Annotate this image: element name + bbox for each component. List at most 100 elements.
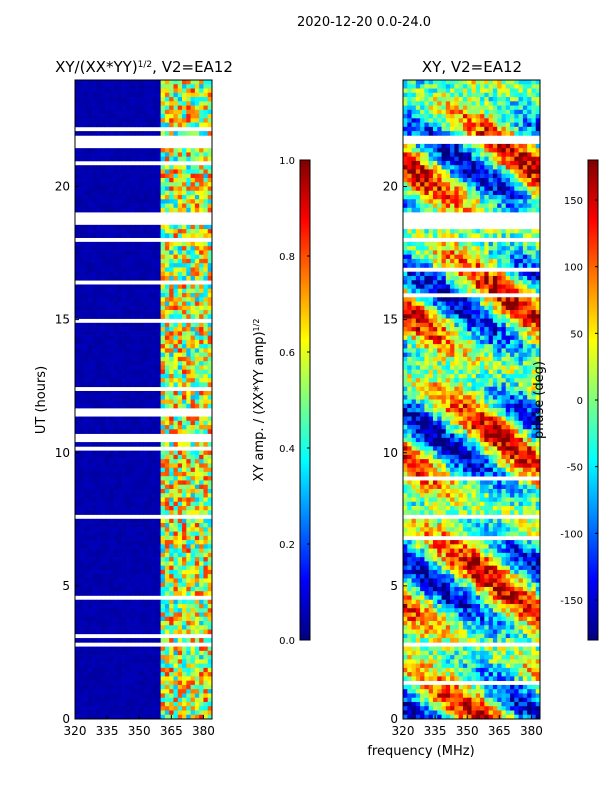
heatmap-cell xyxy=(156,480,161,486)
heatmap-cell xyxy=(182,535,187,541)
heatmap-cell xyxy=(501,169,507,175)
heatmap-cell xyxy=(403,92,408,98)
heatmap-cell xyxy=(156,454,161,460)
heatmap-cell xyxy=(152,416,157,422)
heatmap-cell xyxy=(96,373,102,379)
heatmap-cell xyxy=(194,148,200,153)
heatmap-cell xyxy=(203,680,209,686)
heatmap-cell xyxy=(484,122,489,128)
heatmap-cell xyxy=(117,369,123,375)
heatmap-cell xyxy=(173,263,179,268)
heatmap-cell xyxy=(139,540,144,545)
heatmap-cell xyxy=(139,390,144,396)
heatmap-cell xyxy=(514,80,519,85)
heatmap-cell xyxy=(160,625,166,630)
heatmap-cell xyxy=(122,288,127,294)
heatmap-cell xyxy=(420,165,425,170)
heatmap-cell xyxy=(87,241,93,247)
heatmap-cell xyxy=(199,540,204,545)
heatmap-cell xyxy=(203,646,209,652)
heatmap-cell xyxy=(79,416,84,422)
heatmap-cell xyxy=(535,80,541,85)
heatmap-cell xyxy=(190,569,196,575)
heatmap-cell xyxy=(186,267,191,273)
heatmap-cell xyxy=(194,616,200,622)
heatmap-cell xyxy=(92,659,97,664)
heatmap-cell xyxy=(122,297,127,302)
heatmap-cell xyxy=(143,399,149,405)
heatmap-cell xyxy=(169,293,174,298)
heatmap-cell xyxy=(147,603,153,609)
heatmap-cell xyxy=(190,165,196,170)
heatmap-cell xyxy=(147,114,153,119)
heatmap-cell xyxy=(122,680,127,686)
heatmap-cell xyxy=(415,109,421,115)
heatmap-cell xyxy=(160,599,166,605)
heatmap-cell xyxy=(203,523,209,528)
heatmap-cell xyxy=(194,199,200,204)
heatmap-cell xyxy=(164,672,170,677)
heatmap-cell xyxy=(177,361,183,366)
heatmap-cell xyxy=(143,535,149,541)
heatmap-cell xyxy=(420,190,425,196)
heatmap-cell xyxy=(100,395,106,400)
heatmap-cell xyxy=(113,710,119,716)
heatmap-cell xyxy=(199,186,204,192)
heatmap-cell xyxy=(527,92,532,98)
heatmap-cell xyxy=(96,173,102,179)
heatmap-cell xyxy=(109,314,114,319)
heatmap-cell xyxy=(497,101,502,106)
heatmap-cell xyxy=(194,582,200,588)
heatmap-cell xyxy=(113,684,119,690)
heatmap-cell xyxy=(164,710,170,716)
heatmap-cell xyxy=(510,126,515,132)
heatmap-cell xyxy=(403,131,408,136)
heatmap-cell xyxy=(169,88,174,94)
heatmap-cell xyxy=(501,109,507,115)
heatmap-cell xyxy=(130,710,136,716)
heatmap-cell xyxy=(92,152,97,158)
heatmap-cell xyxy=(134,591,140,596)
heatmap-cell xyxy=(109,680,114,686)
heatmap-cell xyxy=(497,165,502,170)
heatmap-cell xyxy=(139,625,144,630)
heatmap-cell xyxy=(454,101,460,106)
heatmap-cell xyxy=(143,229,149,234)
heatmap-cell xyxy=(83,352,89,358)
heatmap-cell xyxy=(428,131,434,136)
heatmap-cell xyxy=(104,629,110,635)
heatmap-cell xyxy=(480,177,485,183)
heatmap-cell xyxy=(126,629,132,635)
heatmap-cell xyxy=(199,697,204,703)
heatmap-cell xyxy=(194,599,200,605)
heatmap-cell xyxy=(182,207,187,213)
heatmap-cell xyxy=(454,80,460,85)
heatmap-cell xyxy=(152,459,157,464)
heatmap-cell xyxy=(96,535,102,541)
heatmap-cell xyxy=(92,224,97,230)
heatmap-cell xyxy=(199,646,204,652)
heatmap-cell xyxy=(104,608,110,613)
heatmap-cell xyxy=(462,105,468,111)
heatmap-cell xyxy=(194,493,200,498)
heatmap-cell xyxy=(488,118,494,123)
heatmap-cell xyxy=(122,314,127,319)
heatmap-cell xyxy=(160,442,166,447)
heatmap-cell xyxy=(454,88,460,94)
heatmap-cell xyxy=(403,195,408,200)
heatmap-cell xyxy=(104,701,110,707)
heatmap-cell xyxy=(156,667,161,673)
heatmap-cell xyxy=(92,203,97,209)
heatmap-cell xyxy=(109,586,114,592)
heatmap-cell xyxy=(147,569,153,575)
heatmap-cell xyxy=(437,105,442,111)
heatmap-cell xyxy=(518,165,524,170)
heatmap-cell xyxy=(432,122,438,128)
heatmap-cell xyxy=(143,659,149,664)
heatmap-cell xyxy=(139,697,144,703)
heatmap-cell xyxy=(113,544,119,549)
heatmap-cell xyxy=(96,369,102,375)
heatmap-cell xyxy=(160,327,166,332)
heatmap-cell xyxy=(164,544,170,549)
heatmap-cell xyxy=(109,97,114,102)
